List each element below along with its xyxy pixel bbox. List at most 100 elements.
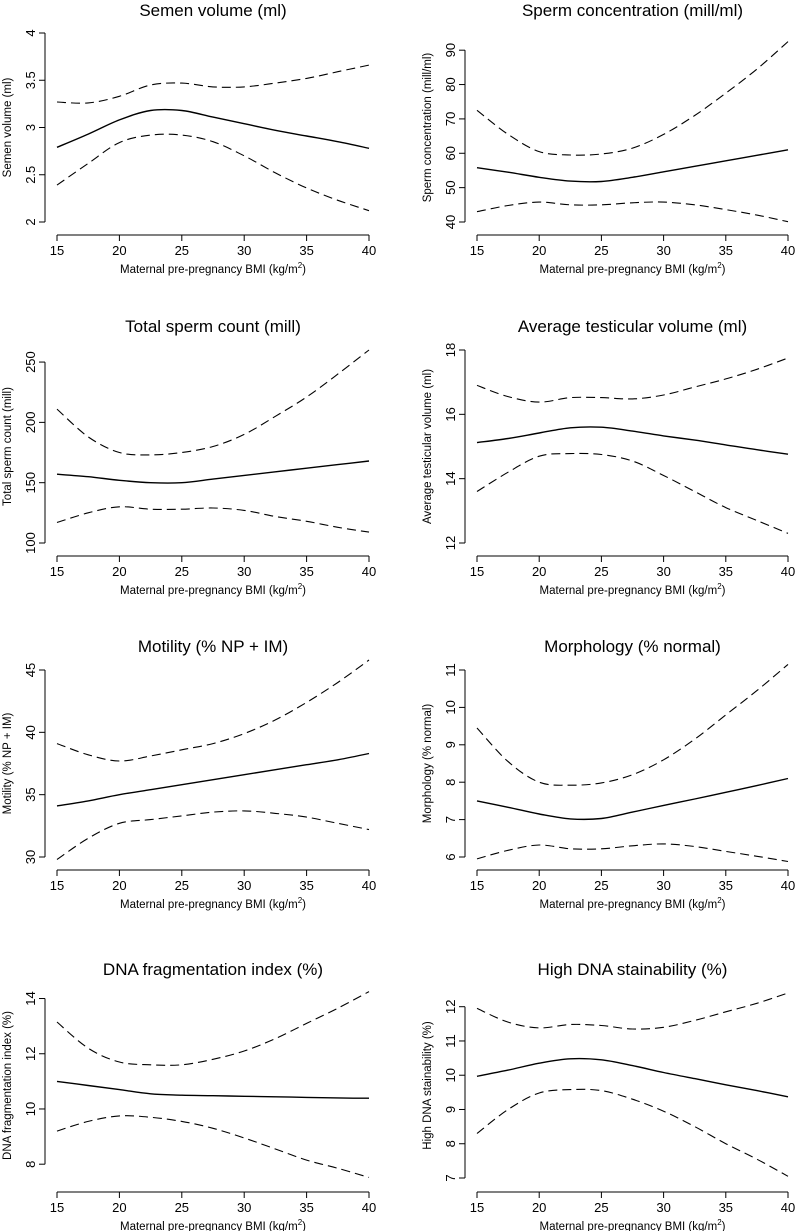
x-tick-label: 30 [237,243,251,258]
x-tick-label: 30 [237,564,251,579]
x-axis-label-sup: 2 [298,896,303,905]
y-tick-label: 30 [23,850,38,864]
x-axis-label-main: Maternal pre-pregnancy BMI (kg/m [120,585,298,597]
x-axis-label-sup: 2 [717,896,722,905]
x-tick-label: 40 [781,1200,795,1215]
x-tick-label: 40 [781,878,795,893]
y-tick-label: 150 [23,472,38,494]
x-tick-label: 30 [237,1200,251,1215]
x-axis-label-end: ) [302,264,306,276]
y-tick-label: 2.5 [23,166,38,184]
x-tick-label: 40 [362,1200,376,1215]
panel-2: Sperm concentration (mill/ml) 15 20 25 30 35 4… [422,1,795,276]
y-tick-label: 40 [23,725,38,739]
x-axis-label-sup: 2 [717,582,722,591]
upper-ci-line [56,659,370,762]
x-tick-label: 25 [594,243,608,258]
x-tick-label: 20 [112,564,126,579]
y-axis-label: DNA fragmentation index (%) [2,1011,14,1160]
panel-title: DNA fragmentation index (%) [103,960,323,979]
x-tick-label: 20 [532,243,546,258]
x-tick-label: 25 [594,1200,608,1215]
y-tick-label: 12 [443,536,458,550]
estimate-line [56,108,370,149]
estimate-line [476,149,789,183]
x-tick-label: 35 [719,1200,733,1215]
y-tick-label: 14 [443,471,458,485]
lower-ci-line [56,506,370,533]
x-axis-label-end: ) [302,585,306,597]
y-tick-label: 35 [23,787,38,801]
x-tick-label: 15 [50,243,64,258]
panel-title: Average testicular volume (ml) [518,317,747,336]
y-axis-label: Semen volume (ml) [2,77,14,177]
x-tick-label: 35 [299,243,313,258]
x-tick-label: 25 [594,564,608,579]
x-axis-label: Maternal pre-pregnancy BMI (kg/m2) [540,261,726,276]
y-tick-label: 10 [443,700,458,714]
x-axis-label-sup: 2 [298,582,303,591]
x-tick-label: 20 [112,243,126,258]
y-tick-label: 14 [23,991,38,1005]
lower-ci-line [56,1115,370,1178]
y-tick-label: 45 [23,663,38,677]
y-tick-label: 11 [443,663,458,677]
estimate-line [476,426,789,455]
y-tick-label: 50 [443,180,458,194]
x-tick-label: 30 [656,1200,670,1215]
y-tick-label: 60 [443,146,458,160]
x-axis-label-end: ) [722,585,726,597]
y-tick-label: 7 [443,1174,458,1181]
panel-8: High DNA stainability (%) 15 20 25 30 35 40 7 8 9… [422,960,795,1231]
y-axis-label: Total sperm count (mill) [2,387,14,506]
x-tick-label: 30 [656,243,670,258]
y-tick-label: 10 [443,1068,458,1082]
x-axis-label-main: Maternal pre-pregnancy BMI (kg/m [540,264,718,276]
upper-ci-line [56,991,370,1066]
estimate-line [56,1080,370,1099]
x-axis-label-end: ) [722,264,726,276]
x-axis-label-main: Maternal pre-pregnancy BMI (kg/m [540,585,718,597]
panel-title: Morphology (% normal) [544,637,721,656]
lower-ci-line [476,1088,789,1177]
x-tick-label: 30 [656,564,670,579]
x-axis-label-end: ) [722,1221,726,1231]
y-tick-label: 12 [443,999,458,1013]
y-tick-label: 6 [443,853,458,860]
x-tick-label: 40 [781,564,795,579]
panel-title: Total sperm count (mill) [125,317,301,336]
x-tick-label: 15 [50,564,64,579]
panel-1: Semen volume (ml) 15 20 25 30 35 40 2 2.5 3 3.5 4 Se… [2,1,376,276]
panel-title: High DNA stainability (%) [538,960,728,979]
x-tick-label: 40 [362,878,376,893]
y-axis-label: Morphology (% normal) [422,704,434,824]
x-tick-label: 40 [362,243,376,258]
lower-ci-line [476,843,789,863]
panel-4: Average testicular volume (ml) 15 20 25 30 35… [422,317,795,597]
y-tick-label: 18 [443,343,458,357]
x-axis-label-main: Maternal pre-pregnancy BMI (kg/m [120,264,298,276]
y-tick-label: 40 [443,215,458,229]
lower-ci-line [476,452,789,534]
y-tick-label: 80 [443,77,458,91]
x-tick-label: 30 [656,878,670,893]
x-axis-label-sup: 2 [298,261,303,270]
x-tick-label: 30 [237,878,251,893]
x-tick-label: 15 [50,878,64,893]
upper-ci-line [56,349,370,456]
x-tick-label: 25 [175,878,189,893]
x-axis-label-end: ) [722,899,726,911]
y-tick-label: 12 [23,1047,38,1061]
x-axis-label: Maternal pre-pregnancy BMI (kg/m2) [120,896,306,911]
x-axis-label-end: ) [302,1221,306,1231]
x-tick-label: 20 [112,1200,126,1215]
x-tick-label: 40 [781,243,795,258]
x-tick-label: 35 [299,564,313,579]
upper-ci-line [476,357,789,403]
x-tick-label: 35 [719,564,733,579]
estimate-line [56,752,370,807]
y-tick-label: 16 [443,407,458,421]
y-tick-label: 90 [443,43,458,57]
y-tick-label: 8 [443,1140,458,1147]
